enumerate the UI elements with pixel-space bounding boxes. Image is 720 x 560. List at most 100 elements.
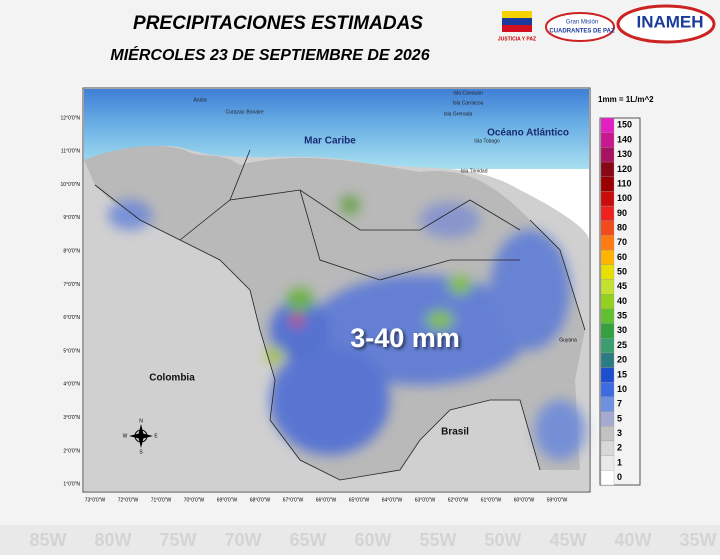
map-label: Curazao — [226, 109, 245, 115]
lat-tick-label: 4°0'0"N — [63, 382, 80, 388]
map-label: Isla Tobago — [474, 138, 500, 144]
flag-stripe — [502, 25, 532, 32]
legend-swatch — [600, 235, 615, 251]
background-label: 75W — [159, 530, 196, 550]
legend-swatch — [600, 264, 615, 280]
compass-label: S — [139, 449, 143, 455]
legend-swatch — [600, 308, 615, 324]
lat-tick-label: 1°0'0"N — [63, 482, 80, 488]
rain-field — [108, 195, 585, 460]
map-label: Colombia — [149, 373, 195, 384]
logo-text: CUADRANTES DE PAZ — [549, 29, 615, 35]
map — [84, 89, 589, 492]
background-label: 65W — [289, 530, 326, 550]
map-label: Isla Canouan — [453, 90, 483, 96]
lon-tick-label: 59°0'0"W — [547, 497, 568, 503]
compass-label: W — [123, 433, 128, 439]
legend-swatch — [600, 205, 615, 221]
lat-tick-label: 10°0'0"N — [61, 182, 81, 188]
legend-label: 7 — [617, 399, 622, 409]
logo-text: JUSTICIA Y PAZ — [498, 36, 536, 42]
legend-swatch — [600, 294, 615, 309]
legend-swatch — [600, 411, 615, 427]
legend-label: 60 — [617, 252, 627, 262]
legend-swatch — [600, 396, 615, 412]
legend-swatch — [600, 132, 615, 148]
lon-tick-label: 68°0'0"W — [250, 497, 271, 503]
legend-label: 110 — [617, 178, 632, 188]
legend-label: 70 — [617, 237, 627, 247]
legend-swatch — [600, 426, 615, 442]
legend-swatch — [600, 147, 615, 163]
background-label: 35W — [679, 530, 716, 550]
background-label: 80W — [94, 530, 131, 550]
map-label: Aruba — [193, 97, 207, 103]
lon-tick-label: 71°0'0"W — [151, 497, 172, 503]
legend-label: 100 — [617, 193, 632, 203]
legend-label: 140 — [617, 134, 632, 144]
legend-label: 80 — [617, 222, 627, 232]
compass — [129, 424, 153, 448]
lat-tick-label: 3°0'0"N — [63, 415, 80, 421]
map-label: Océano Atlántico — [487, 128, 569, 139]
logo-text: Gran Misión — [566, 20, 598, 26]
legend-swatch — [600, 117, 615, 133]
legend-label: 90 — [617, 208, 627, 218]
lat-tick-label: 11°0'0"N — [61, 149, 80, 155]
map-label: Isla Trinidad — [461, 168, 488, 174]
unit-note: 1mm = 1L/m^2 — [598, 95, 654, 104]
lon-tick-label: 62°0'0"W — [448, 497, 469, 503]
lat-tick-label: 2°0'0"N — [63, 448, 80, 454]
lon-tick-label: 65°0'0"W — [349, 497, 370, 503]
title: PRECIPITACIONES ESTIMADAS — [133, 13, 423, 34]
legend-label: 50 — [617, 267, 627, 277]
background-label: 45W — [549, 530, 586, 550]
compass-star — [129, 424, 153, 448]
background-label: 40W — [614, 530, 651, 550]
legend-swatch — [600, 470, 615, 486]
lon-tick-label: 66°0'0"W — [316, 497, 337, 503]
legend-swatch — [600, 352, 615, 368]
legend-label: 35 — [617, 311, 627, 321]
legend-swatch — [600, 338, 615, 354]
legend-label: 0 — [617, 472, 622, 482]
map-label: Isla Grenada — [444, 111, 473, 117]
legend-swatch — [600, 440, 615, 456]
legend-swatch — [600, 191, 615, 207]
logo-text: INAMEH — [636, 12, 703, 31]
legend-label: 1 — [617, 457, 622, 467]
legend-frame — [599, 117, 641, 486]
legend-swatch — [600, 367, 615, 383]
compass-label: N — [139, 418, 143, 424]
lon-tick-label: 72°0'0"W — [118, 497, 139, 503]
lon-tick-label: 67°0'0"W — [283, 497, 304, 503]
lon-tick-label: 70°0'0"W — [184, 497, 205, 503]
legend-swatch — [600, 249, 615, 265]
lat-tick-label: 5°0'0"N — [63, 348, 80, 354]
background-label: 60W — [354, 530, 391, 550]
lat-tick-label: 12°0'0"N — [61, 115, 81, 121]
legend-swatch — [600, 161, 615, 177]
map-label: Guyana — [559, 337, 577, 343]
background-label: 50W — [484, 530, 521, 550]
legend-label: 30 — [617, 325, 627, 335]
background-label: 55W — [419, 530, 456, 550]
flag-stripe — [502, 11, 532, 18]
lon-tick-label: 60°0'0"W — [514, 497, 535, 503]
annotation: 3-40 mm — [350, 323, 460, 353]
legend-label: 25 — [617, 340, 627, 350]
legend-label: 150 — [617, 120, 632, 130]
background-band — [0, 525, 720, 555]
flag-stripe — [502, 18, 532, 25]
lat-tick-label: 6°0'0"N — [63, 315, 80, 321]
lat-tick-label: 9°0'0"N — [63, 215, 80, 221]
legend-swatch — [600, 382, 615, 398]
logo-badge — [545, 12, 615, 42]
background-label: 70W — [224, 530, 261, 550]
lon-tick-label: 61°0'0"W — [481, 497, 502, 503]
legend-label: 2 — [617, 443, 622, 453]
logo-badge — [616, 4, 716, 44]
legend-swatch — [600, 220, 615, 236]
map-label: Brasil — [441, 427, 469, 438]
